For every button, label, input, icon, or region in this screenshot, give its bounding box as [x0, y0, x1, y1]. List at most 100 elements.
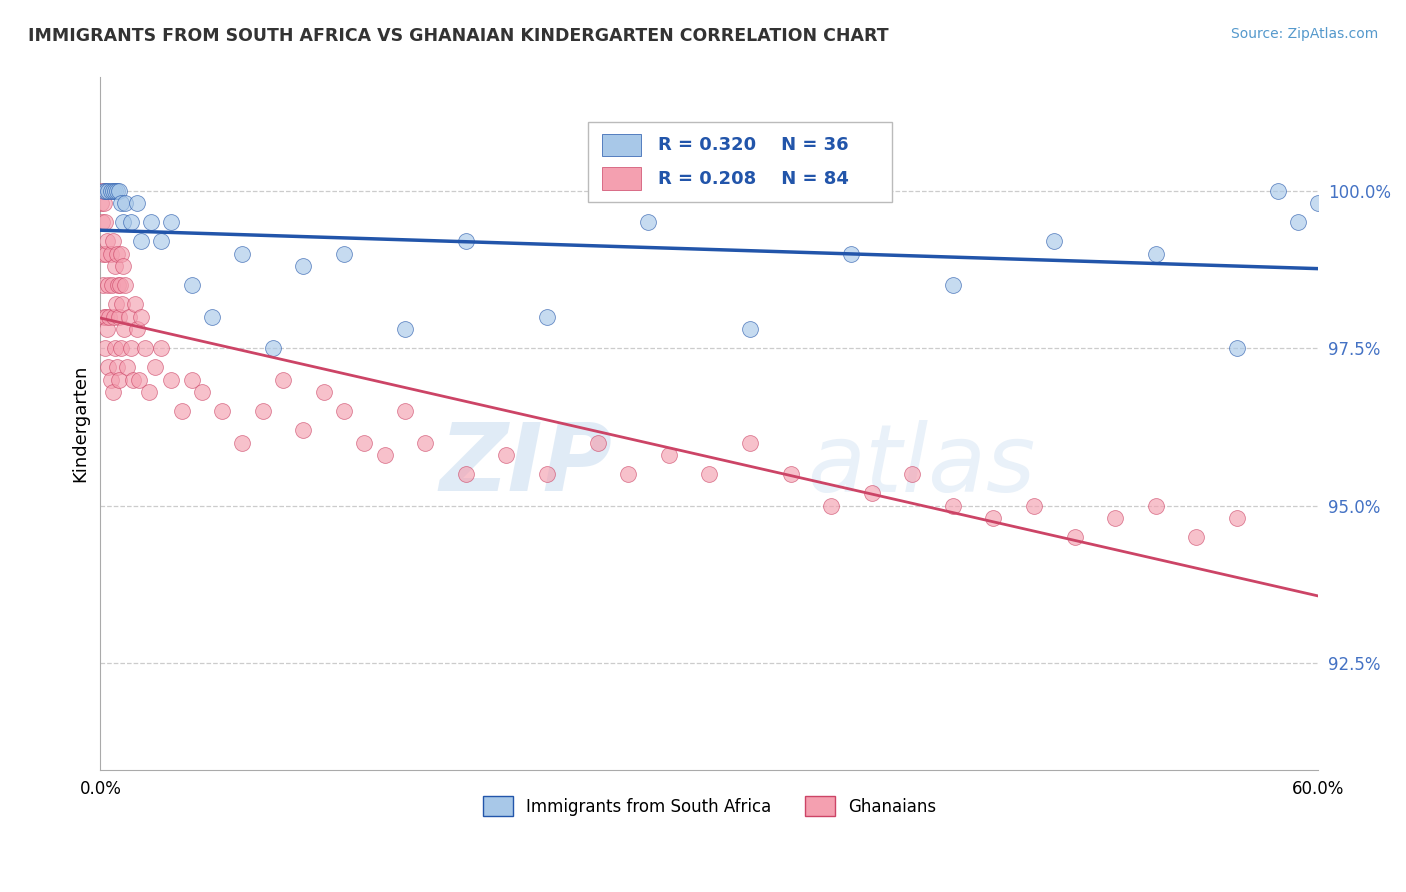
Point — [96, 322, 118, 336]
Point — [100, 184, 122, 198]
Point — [1308, 196, 1330, 211]
Point — [91, 184, 114, 198]
Point — [108, 278, 131, 293]
Point — [292, 260, 315, 274]
Point — [101, 184, 124, 198]
Point — [180, 278, 202, 293]
Point — [292, 423, 315, 437]
Point — [1286, 215, 1309, 229]
Point — [150, 234, 173, 248]
Point — [586, 435, 609, 450]
Point — [211, 404, 233, 418]
Point — [820, 499, 842, 513]
Point — [96, 246, 118, 260]
Point — [120, 215, 142, 229]
Point — [129, 234, 152, 248]
Point — [114, 196, 136, 211]
Point — [231, 246, 253, 260]
Point — [128, 373, 150, 387]
Point — [134, 341, 156, 355]
Point — [121, 373, 143, 387]
Text: IMMIGRANTS FROM SOUTH AFRICA VS GHANAIAN KINDERGARTEN CORRELATION CHART: IMMIGRANTS FROM SOUTH AFRICA VS GHANAIAN… — [28, 27, 889, 45]
Point — [637, 215, 659, 229]
Point — [110, 341, 132, 355]
Y-axis label: Kindergarten: Kindergarten — [72, 365, 89, 483]
Point — [201, 310, 224, 324]
Point — [658, 448, 681, 462]
Point — [191, 385, 214, 400]
Point — [96, 234, 118, 248]
Point — [394, 404, 416, 418]
Point — [1185, 530, 1208, 544]
Text: ZIP: ZIP — [439, 419, 612, 511]
Point — [103, 341, 125, 355]
Point — [107, 310, 129, 324]
Point — [1063, 530, 1085, 544]
Point — [118, 310, 141, 324]
Point — [262, 341, 284, 355]
Point — [353, 435, 375, 450]
Point — [860, 486, 883, 500]
Point — [1144, 499, 1167, 513]
Point — [942, 499, 965, 513]
Point — [1267, 184, 1289, 198]
Point — [90, 196, 112, 211]
Point — [1226, 341, 1249, 355]
Point — [103, 310, 125, 324]
Point — [94, 341, 117, 355]
Point — [1226, 511, 1249, 525]
Point — [1104, 511, 1126, 525]
Point — [94, 215, 117, 229]
Point — [101, 234, 124, 248]
Point — [231, 435, 253, 450]
Point — [125, 196, 148, 211]
Point — [111, 215, 134, 229]
Point — [617, 467, 640, 481]
Point — [454, 467, 477, 481]
Point — [111, 297, 134, 311]
Point — [125, 322, 148, 336]
Point — [180, 373, 202, 387]
Point — [112, 322, 135, 336]
Text: R = 0.320    N = 36: R = 0.320 N = 36 — [658, 136, 849, 154]
Point — [1144, 246, 1167, 260]
Point — [841, 246, 863, 260]
Point — [107, 373, 129, 387]
Point — [170, 404, 193, 418]
FancyBboxPatch shape — [602, 168, 641, 190]
Point — [107, 278, 129, 293]
Point — [738, 435, 761, 450]
Point — [413, 435, 436, 450]
Point — [143, 359, 166, 374]
Point — [983, 511, 1005, 525]
Point — [373, 448, 395, 462]
Point — [93, 278, 115, 293]
Point — [105, 359, 128, 374]
Point — [129, 310, 152, 324]
Point — [252, 404, 274, 418]
Point — [160, 215, 183, 229]
Point — [104, 297, 127, 311]
Point — [103, 260, 125, 274]
Point — [98, 310, 121, 324]
Point — [124, 297, 146, 311]
Point — [105, 246, 128, 260]
Point — [93, 246, 115, 260]
Point — [100, 373, 122, 387]
Point — [271, 373, 294, 387]
Point — [454, 234, 477, 248]
Point — [394, 322, 416, 336]
Point — [1043, 234, 1066, 248]
Point — [107, 184, 129, 198]
Point — [93, 310, 115, 324]
Point — [110, 246, 132, 260]
Text: atlas: atlas — [807, 420, 1035, 511]
Point — [97, 278, 120, 293]
Point — [333, 404, 356, 418]
Point — [115, 359, 138, 374]
Point — [495, 448, 517, 462]
Point — [96, 184, 118, 198]
Point — [138, 385, 160, 400]
Point — [100, 278, 122, 293]
Point — [333, 246, 356, 260]
